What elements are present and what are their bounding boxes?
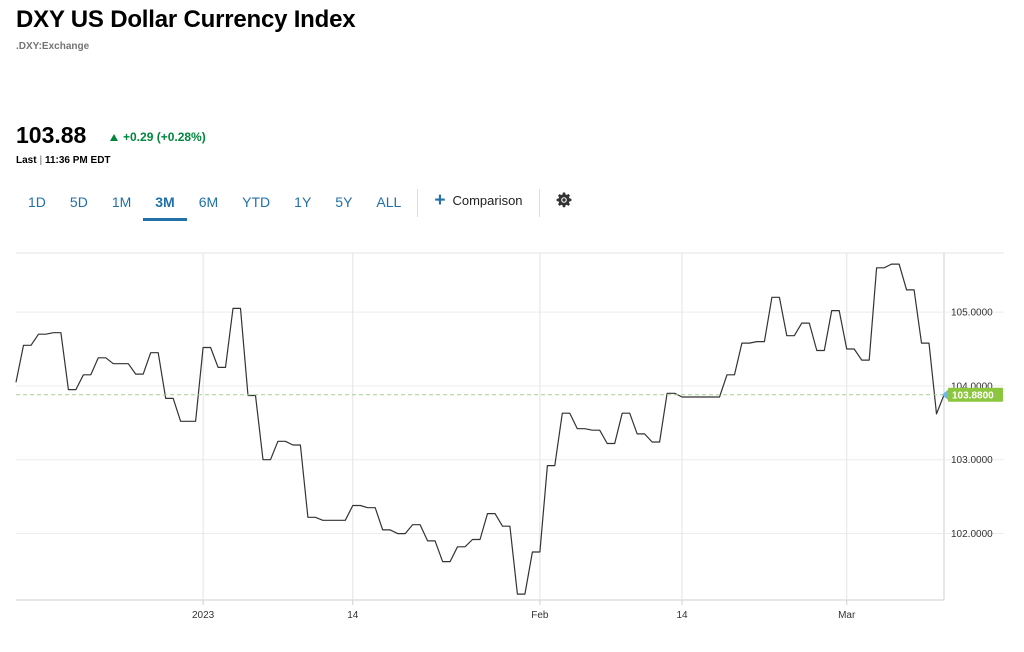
settings-button[interactable] xyxy=(544,187,584,213)
symbol-label: .DXY:Exchange xyxy=(16,41,90,52)
tab-5y[interactable]: 5Y xyxy=(335,194,353,210)
last-value-marker: 103.8800 xyxy=(16,387,1003,402)
y-tick-label: 102.0000 xyxy=(951,529,993,540)
price-chart: 2023 14 Feb 14 Mar 102.0000103.0000104.00001… xyxy=(15,252,1004,621)
toolbar-divider-2 xyxy=(538,189,540,217)
x-tick-label: Feb xyxy=(531,610,549,621)
last-separator: | xyxy=(39,155,43,166)
x-tick-label: 14 xyxy=(677,610,689,621)
comparison-button[interactable]: + Comparison xyxy=(422,187,534,214)
tab-1d[interactable]: 1D xyxy=(28,194,46,210)
plus-icon: + xyxy=(434,189,446,211)
last-time: 11:36 PM EDT xyxy=(44,155,111,166)
gear-icon xyxy=(556,192,571,208)
price-change-value: +0.29 (+0.28%) xyxy=(123,130,206,144)
price-change: +0.29 (+0.28%) xyxy=(110,130,206,144)
x-tick-label: Mar xyxy=(838,610,856,621)
tab-5d[interactable]: 5D xyxy=(69,194,88,210)
tab-1y[interactable]: 1Y xyxy=(294,194,312,210)
tab-6m[interactable]: 6M xyxy=(198,194,219,210)
last-price: 103.88 xyxy=(16,122,87,148)
tab-all[interactable]: ALL xyxy=(376,194,402,210)
comparison-label: Comparison xyxy=(452,193,523,208)
last-label: Last xyxy=(16,155,37,166)
series-line xyxy=(15,263,945,595)
x-tick-label: 14 xyxy=(347,610,359,621)
y-tick-label: 104.0000 xyxy=(951,381,993,392)
up-arrow-icon xyxy=(110,133,118,141)
last-value-pointer xyxy=(942,388,949,401)
last-value-label: 103.8800 xyxy=(952,390,994,401)
last-updated: Last | 11:36 PM EDT xyxy=(16,155,111,166)
tab-1m[interactable]: 1M xyxy=(111,194,132,210)
y-axis: 102.0000 103.0000 104.0000 105.0000 xyxy=(951,308,993,540)
page-title: DXY US Dollar Currency Index xyxy=(16,6,356,33)
toolbar-divider xyxy=(417,189,419,217)
y-tick-label: 105.0000 xyxy=(951,308,993,319)
x-axis: 2023 14 Feb 14 Mar xyxy=(192,610,856,621)
chart-grid xyxy=(16,252,1004,605)
range-tabs: 1D 5D 1M 3M 6M YTD 1Y 5Y ALL + Compariso… xyxy=(16,187,584,221)
last-value-badge xyxy=(948,387,1003,402)
y-tick-label: 103.0000 xyxy=(951,455,993,466)
tab-ytd[interactable]: YTD xyxy=(242,194,271,210)
x-tick-label: 2023 xyxy=(192,610,215,621)
tab-3m[interactable]: 3M xyxy=(143,187,188,221)
